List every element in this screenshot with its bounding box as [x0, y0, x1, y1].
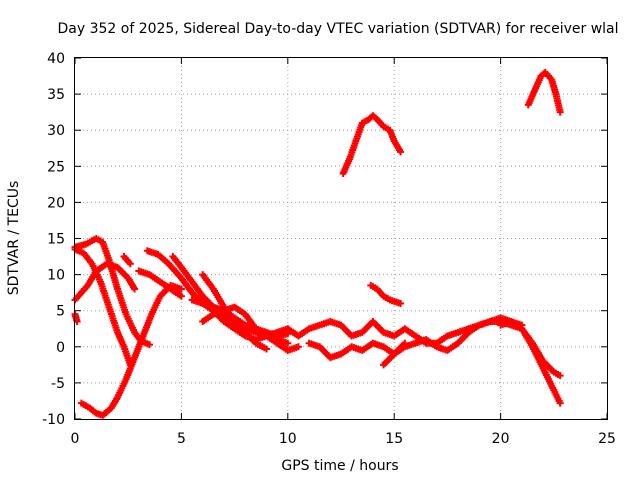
data-point [177, 292, 185, 300]
data-point [397, 148, 405, 156]
series-arc-4 [77, 281, 185, 419]
series-arc-20 [524, 68, 564, 116]
data-point [397, 299, 405, 307]
grid [75, 58, 607, 419]
x-tick-label: 5 [177, 431, 186, 447]
y-axis-label: SDTVAR / TECUs [6, 181, 22, 296]
y-tick-label: 35 [47, 87, 65, 103]
tick-labels: 0 5 10 15 20 25 -10 -5 0 5 10 15 20 25 30 35 40 [42, 51, 616, 447]
data-point [556, 108, 564, 116]
y-tick-label: 25 [47, 159, 65, 175]
y-tick-label: 5 [56, 304, 65, 320]
data-point [177, 285, 185, 293]
y-tick-label: 15 [47, 232, 65, 248]
y-tick-label: 0 [56, 340, 65, 356]
data-point [126, 260, 134, 268]
y-tick-label: 20 [47, 195, 65, 211]
data-point [556, 372, 564, 380]
x-tick-label: 15 [385, 431, 403, 447]
data-point [131, 285, 139, 293]
series-arc-12 [199, 303, 292, 347]
x-axis-label: GPS time / hours [281, 458, 398, 474]
data-points [71, 68, 564, 419]
x-tick-label: 25 [598, 431, 616, 447]
series-arc-11 [199, 271, 271, 353]
y-tick-label: 30 [47, 123, 65, 139]
series-arc-6 [120, 253, 134, 268]
plot-frame [74, 57, 608, 420]
chart-title: Day 352 of 2025, Sidereal Day-to-day VTE… [57, 21, 618, 37]
series-arc-1 [71, 260, 139, 304]
series-arc-7 [135, 267, 185, 300]
y-tick-label: -5 [51, 376, 65, 392]
y-tick-label: 10 [47, 268, 65, 284]
y-tick-label: 40 [47, 51, 65, 67]
x-tick-label: 20 [492, 431, 510, 447]
data-point [145, 341, 153, 349]
x-tick-label: 10 [279, 431, 297, 447]
x-tick-label: 0 [71, 431, 80, 447]
data-point [263, 345, 271, 353]
data-point [556, 399, 564, 407]
series-arc-18 [339, 112, 405, 178]
data-point [294, 343, 302, 351]
series-arc-19 [367, 281, 405, 307]
series-arc-17 [497, 318, 564, 407]
data-point [284, 339, 292, 347]
y-tick-label: -10 [42, 412, 65, 428]
